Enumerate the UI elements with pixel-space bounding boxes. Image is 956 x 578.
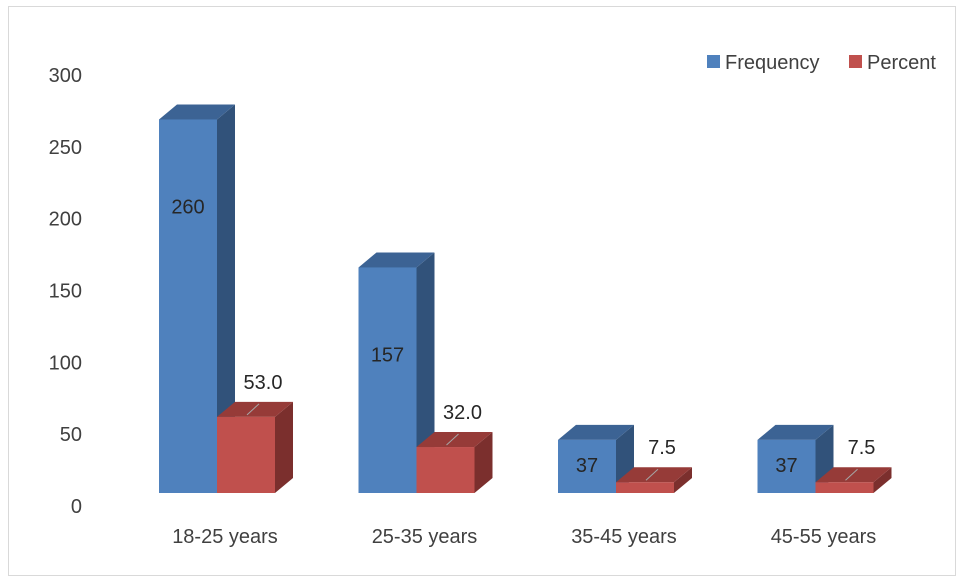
bar-top-face — [358, 252, 435, 268]
bar-group: 260 53.0 157 32.0 37 7.5 37 7.5 — [159, 104, 892, 493]
bar-front-face — [815, 482, 874, 493]
y-axis: 0 50 100 150 200 250 300 — [49, 65, 82, 518]
x-category-label: 25-35 years — [372, 526, 478, 548]
bar-front-face — [416, 447, 475, 493]
bar-percent-2 — [416, 432, 493, 493]
data-label-percent: 53.0 — [244, 372, 283, 394]
bar-top-face — [815, 467, 892, 483]
data-label-leader — [246, 403, 260, 416]
y-tick-label: 0 — [71, 496, 82, 518]
bar-top-face — [217, 401, 293, 417]
data-label-percent: 7.5 — [848, 437, 876, 459]
bar-side-face — [416, 252, 435, 493]
bar-front-face — [217, 416, 275, 493]
bar-front-face — [757, 439, 816, 493]
legend-swatch-percent — [849, 55, 862, 68]
y-tick-label: 150 — [49, 281, 82, 303]
bar-front-face — [558, 439, 616, 493]
y-tick-label: 100 — [49, 352, 82, 374]
legend: Frequency Percent — [707, 52, 936, 74]
x-category-label: 35-45 years — [571, 526, 677, 548]
bar-frequency-3 — [558, 424, 634, 493]
bar-front-face — [358, 267, 417, 493]
bar-front-face — [159, 119, 217, 493]
bar-frequency-2 — [358, 252, 435, 493]
y-tick-label: 50 — [60, 424, 82, 446]
x-axis: 18-25 years 25-35 years 35-45 years 45-55 y… — [172, 526, 876, 548]
data-label-percent: 32.0 — [443, 402, 482, 424]
bar-frequency-4 — [757, 424, 834, 493]
data-label-leader — [845, 468, 858, 481]
data-label-leader — [446, 433, 459, 446]
data-label-frequency: 260 — [171, 196, 204, 218]
bar-top-face — [159, 104, 235, 120]
bar-side-face — [674, 467, 692, 493]
x-category-label: 45-55 years — [771, 526, 877, 548]
bar-top-face — [616, 467, 692, 483]
y-tick-label: 300 — [49, 65, 82, 87]
bar-frequency-1 — [159, 104, 235, 493]
bar-side-face — [474, 432, 493, 493]
bar-top-face — [416, 432, 493, 448]
data-label-frequency: 37 — [775, 455, 797, 477]
bar-front-face — [616, 482, 674, 493]
bar-top-face — [558, 424, 634, 440]
bar-percent-1 — [217, 401, 293, 493]
bar-percent-3 — [616, 467, 692, 493]
bar-top-face — [757, 424, 834, 440]
bar-side-face — [873, 467, 892, 493]
bar-percent-4 — [815, 467, 892, 493]
y-tick-label: 200 — [49, 209, 82, 231]
data-label-frequency: 37 — [576, 455, 598, 477]
legend-swatch-frequency — [707, 55, 720, 68]
data-label-leader — [645, 468, 659, 481]
legend-label-frequency: Frequency — [725, 52, 820, 74]
bar-side-face — [217, 104, 235, 493]
x-category-label: 18-25 years — [172, 526, 278, 548]
y-tick-label: 250 — [49, 137, 82, 159]
legend-label-percent: Percent — [867, 52, 936, 74]
data-label-percent: 7.5 — [648, 437, 676, 459]
bar-side-face — [275, 401, 293, 493]
data-label-frequency: 157 — [371, 344, 404, 366]
